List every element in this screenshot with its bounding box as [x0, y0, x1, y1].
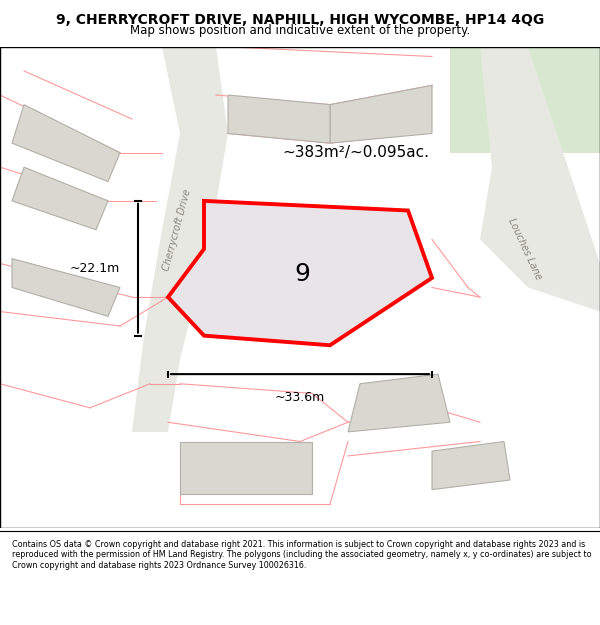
Text: Contains OS data © Crown copyright and database right 2021. This information is : Contains OS data © Crown copyright and d…: [12, 540, 592, 569]
Text: 9: 9: [295, 262, 311, 286]
Polygon shape: [450, 47, 600, 152]
Text: Cherrycroft Drive: Cherrycroft Drive: [161, 188, 193, 272]
Polygon shape: [168, 201, 432, 345]
Text: Louches Lane: Louches Lane: [506, 217, 544, 281]
Polygon shape: [12, 104, 120, 182]
Polygon shape: [12, 167, 108, 230]
Polygon shape: [348, 374, 450, 432]
Polygon shape: [228, 95, 330, 143]
Polygon shape: [432, 441, 510, 489]
Polygon shape: [132, 47, 228, 432]
Polygon shape: [330, 86, 432, 143]
Text: 9, CHERRYCROFT DRIVE, NAPHILL, HIGH WYCOMBE, HP14 4QG: 9, CHERRYCROFT DRIVE, NAPHILL, HIGH WYCO…: [56, 13, 544, 27]
Text: Map shows position and indicative extent of the property.: Map shows position and indicative extent…: [130, 24, 470, 36]
Text: ~383m²/~0.095ac.: ~383m²/~0.095ac.: [282, 145, 429, 160]
Text: ~33.6m: ~33.6m: [275, 391, 325, 404]
Text: ~22.1m: ~22.1m: [70, 262, 120, 275]
Polygon shape: [12, 259, 120, 316]
Polygon shape: [480, 47, 600, 311]
Polygon shape: [180, 441, 312, 494]
